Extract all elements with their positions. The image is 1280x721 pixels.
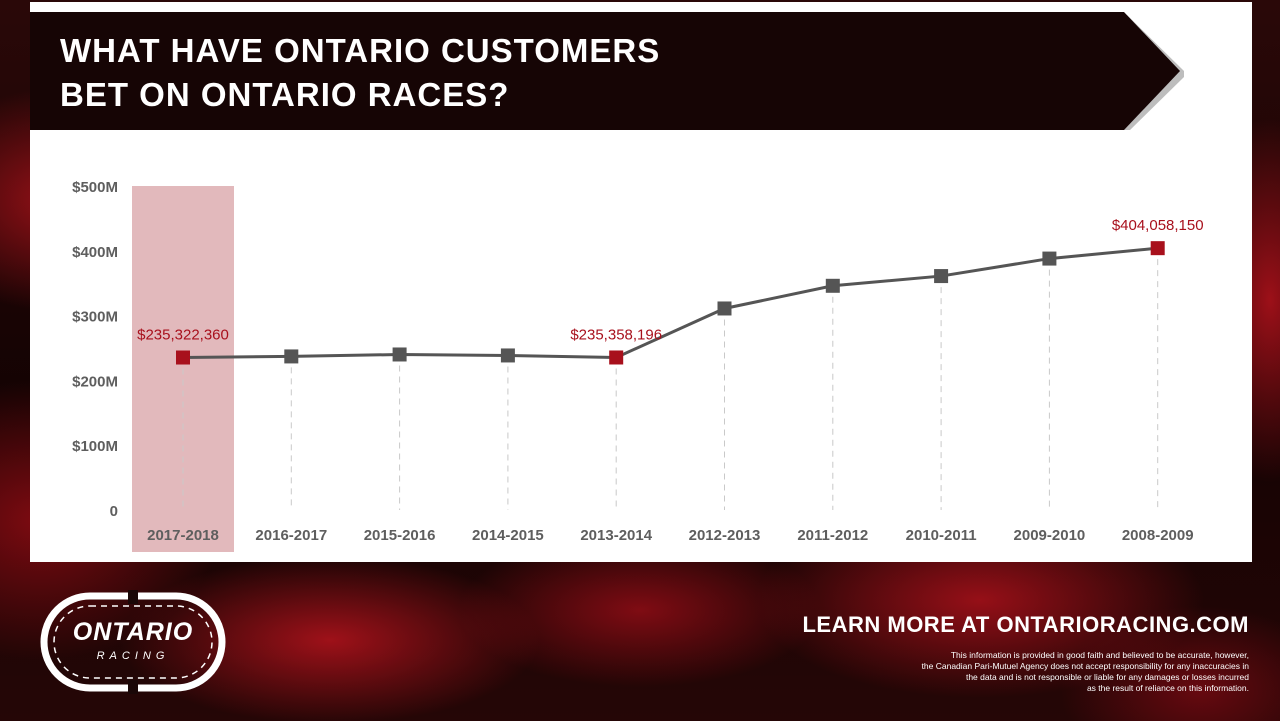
data-point	[609, 350, 624, 365]
x-tick-label: 2016-2017	[255, 527, 327, 544]
ontario-racing-logo: ONTARIO RACING	[40, 590, 226, 694]
disclaimer-line: the data and is not responsible or liabl…	[965, 672, 1249, 682]
x-tick-label: 2008-2009	[1122, 527, 1194, 544]
logo-track-ring	[40, 590, 226, 694]
y-tick-label: $200M	[72, 373, 118, 390]
data-point	[717, 301, 732, 316]
disclaimer-line: This information is provided in good fai…	[950, 650, 1249, 660]
y-tick-label: 0	[110, 503, 118, 520]
x-tick-label: 2014-2015	[472, 527, 544, 544]
x-tick-label: 2015-2016	[364, 527, 436, 544]
banner-arrow-shape	[30, 12, 1184, 130]
x-tick-label: 2017-2018	[147, 527, 219, 544]
data-label: $235,322,360	[137, 327, 229, 344]
series-line	[182, 246, 1158, 360]
x-tick-label: 2010-2011	[906, 527, 977, 544]
learn-more-link[interactable]: LEARN MORE AT ONTARIORACING.COM	[802, 612, 1249, 637]
y-tick-label: $500M	[72, 179, 118, 196]
data-point	[392, 347, 407, 362]
x-tick-label: 2011-2012	[797, 527, 868, 544]
data-point	[934, 269, 949, 284]
y-tick-label: $100M	[72, 438, 118, 455]
data-label: $235,358,196	[570, 326, 662, 343]
data-point	[1042, 251, 1057, 266]
logo-subtitle: RACING	[96, 650, 170, 662]
data-point	[284, 349, 299, 364]
data-point	[176, 350, 190, 365]
page-title: WHAT HAVE ONTARIO CUSTOMERS BET ON ONTAR…	[60, 29, 880, 117]
y-tick-label: $300M	[72, 309, 118, 326]
data-label: $404,058,150	[1112, 217, 1204, 234]
disclaimer-line: as the result of reliance on this inform…	[1086, 683, 1249, 693]
page-title-line-1: WHAT HAVE ONTARIO CUSTOMERS	[60, 32, 661, 69]
x-tick-label: 2009-2010	[1014, 527, 1086, 544]
data-point	[1150, 241, 1165, 256]
disclaimer-line: the Canadian Pari-Mutuel Agency does not…	[921, 661, 1249, 671]
data-point	[500, 348, 515, 363]
page-title-line-2: BET ON ONTARIO RACES?	[60, 76, 510, 113]
logo-wordmark: ONTARIO	[72, 618, 194, 646]
title-banner: WHAT HAVE ONTARIO CUSTOMERS BET ON ONTAR…	[30, 12, 1184, 130]
disclaimer: This information is provided in good fai…	[760, 650, 1249, 694]
x-tick-label: 2013-2014	[580, 527, 652, 544]
y-tick-label: $400M	[72, 244, 118, 261]
x-tick-label: 2012-2013	[689, 527, 761, 544]
data-point	[825, 278, 840, 293]
